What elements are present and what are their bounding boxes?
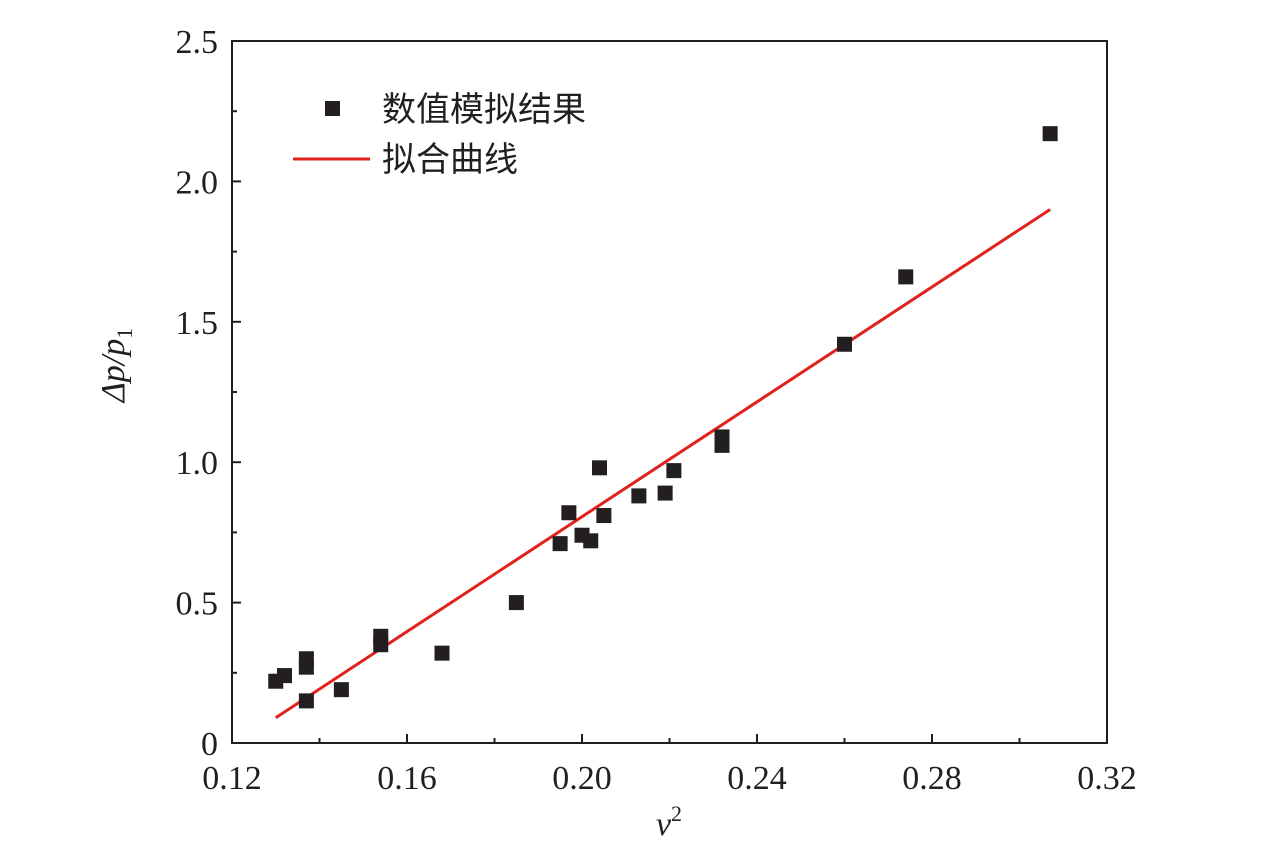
scatter-point (373, 628, 389, 644)
y-axis-title-subscript: 1 (112, 328, 137, 339)
x-axis-title-main: v (656, 806, 672, 843)
x-axis-ticks: 0.12 0.16 0.20 0.24 0.28 0.32 (202, 734, 1137, 797)
scatter-point (333, 682, 349, 698)
y-axis-title-main: Δp/p (95, 339, 132, 404)
scatter-point (508, 595, 524, 611)
legend-label-simulation: 数值模拟结果 (382, 90, 586, 130)
data-marks (268, 126, 1058, 719)
legend-label-fit: 拟合曲线 (382, 140, 518, 180)
scatter-point (657, 485, 673, 501)
fit-line (274, 208, 1051, 719)
scatter-point (434, 645, 450, 661)
x-tick-label: 0.24 (727, 760, 787, 797)
y-tick-label: 1.0 (176, 445, 219, 482)
scatter-point (561, 505, 577, 521)
x-axis-title-superscript: 2 (671, 801, 682, 826)
scatter-point (837, 336, 852, 352)
scatter-point (583, 533, 599, 549)
scatter-point (1042, 126, 1058, 142)
y-axis-ticks: 0 0.5 1.0 1.5 2.0 2.5 (176, 24, 241, 763)
scatter-point (666, 463, 682, 479)
scatter-point (298, 651, 314, 667)
y-tick-label: 1.5 (176, 305, 219, 342)
scatter-point (298, 693, 314, 709)
scatter-point (592, 460, 607, 476)
scatter-point (596, 508, 612, 524)
y-tick-label: 0 (201, 726, 218, 763)
scatter-point (714, 429, 730, 445)
x-tick-label: 0.16 (377, 760, 437, 797)
x-tick-label: 0.28 (902, 760, 962, 797)
x-tick-label: 0.12 (202, 760, 262, 797)
scatter-point (631, 488, 647, 504)
scatter-point (277, 668, 292, 684)
x-tick-label: 0.20 (552, 760, 612, 797)
x-tick-label: 0.32 (1077, 760, 1137, 797)
plot-frame (231, 40, 1108, 744)
y-tick-label: 2.0 (176, 164, 219, 201)
x-axis-title: v2 (656, 801, 682, 843)
legend: 数值模拟结果 拟合曲线 (293, 90, 586, 180)
y-axis-title: Δp/p1 (95, 328, 137, 404)
scatter-point (898, 269, 914, 285)
legend-marker-square (325, 101, 340, 116)
scatter-point (552, 536, 568, 552)
y-tick-label: 0.5 (176, 586, 219, 623)
y-tick-label: 2.5 (176, 24, 219, 61)
